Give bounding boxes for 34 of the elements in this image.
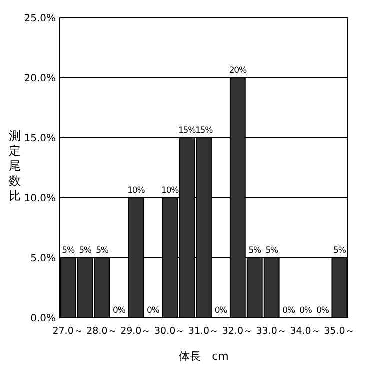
x-tick-label: 28.0～ [86,326,118,337]
x-tick-label: 32.0～ [222,326,254,337]
y-tick-label: 20.0% [24,74,56,84]
data-label: 5% [334,246,346,256]
x-tick-label: 29.0～ [120,326,152,337]
x-tick-label: 30.0～ [154,326,186,337]
data-label: 5% [266,246,279,256]
data-label: 0% [300,306,312,316]
y-tick-label: 25.0% [24,14,56,24]
data-label: 0% [316,306,330,316]
data-label: 15% [178,126,196,136]
y-axis-title: 測定尾数比 [9,129,21,203]
x-axis-title: 体長 cm [179,350,229,363]
data-label: 10% [162,186,180,196]
x-tick-label: 35.0～ [324,326,356,337]
y-tick-label: 5.0% [30,254,56,264]
y-tick-label: 10.0% [24,194,56,204]
data-label: 0% [282,306,296,316]
y-tick-label: 15.0% [24,134,56,144]
data-label: 0% [146,306,160,316]
data-label: 0% [113,306,126,316]
data-label: 0% [214,306,228,316]
data-label: 5% [96,246,109,256]
data-label: 5% [62,246,75,256]
data-label: 5% [248,246,262,256]
data-label: 15% [195,126,214,136]
data-label: 20% [229,66,247,76]
x-tick-label: 33.0～ [256,326,288,337]
x-tick-label: 31.0～ [188,326,220,337]
data-label: 5% [79,246,92,256]
data-label: 10% [128,186,146,196]
y-tick-label: 0.0% [30,314,56,324]
x-tick-label: 27.0～ [52,326,84,337]
x-tick-label: 34.0～ [290,326,322,337]
